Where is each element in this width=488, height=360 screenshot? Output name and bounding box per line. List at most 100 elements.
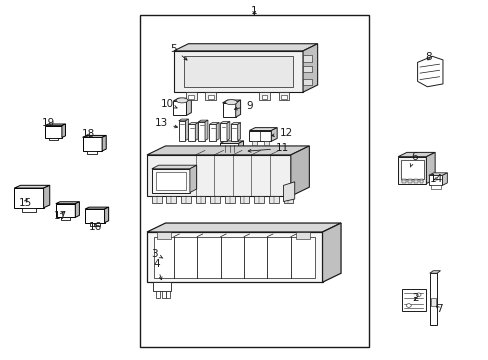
Bar [430,298,435,306]
Polygon shape [156,291,159,298]
Polygon shape [82,137,102,151]
Bar [183,56,293,87]
Bar [281,95,286,99]
Polygon shape [173,44,317,51]
Text: 5: 5 [170,44,186,60]
Bar [210,196,220,203]
Polygon shape [43,185,50,208]
Bar [254,196,264,203]
Polygon shape [222,100,240,103]
Polygon shape [62,124,65,138]
Bar [185,92,196,100]
Polygon shape [152,169,189,193]
Bar [188,95,194,99]
Polygon shape [147,223,340,232]
Bar [407,180,411,183]
Polygon shape [271,128,277,141]
Polygon shape [428,173,447,175]
Polygon shape [397,152,434,157]
Polygon shape [303,44,317,92]
Polygon shape [173,98,191,101]
Polygon shape [290,146,309,196]
Polygon shape [220,141,243,143]
Polygon shape [198,122,204,140]
Polygon shape [429,273,436,325]
Bar [251,141,256,145]
Bar [181,196,190,203]
Text: 6: 6 [409,152,417,167]
Bar [401,180,405,183]
Text: 19: 19 [41,118,55,128]
Polygon shape [186,98,191,116]
Bar [295,232,310,239]
Polygon shape [153,282,171,291]
Polygon shape [249,131,271,141]
Polygon shape [209,123,219,125]
Bar [303,66,311,72]
Text: 8: 8 [425,52,431,62]
Polygon shape [429,271,440,273]
Bar [87,151,97,154]
Polygon shape [56,204,75,217]
Polygon shape [216,123,219,140]
Text: 14: 14 [428,174,442,184]
Text: 16: 16 [89,222,102,231]
Bar [224,196,234,203]
Polygon shape [152,165,196,169]
Text: 1: 1 [250,6,257,16]
Polygon shape [442,173,447,185]
Text: 11: 11 [248,143,288,153]
Bar [61,217,70,220]
Polygon shape [222,103,235,117]
Polygon shape [178,121,185,140]
Polygon shape [417,56,442,87]
Polygon shape [185,119,188,140]
Circle shape [415,293,420,297]
Bar [154,237,315,278]
Polygon shape [230,123,240,125]
Polygon shape [45,124,65,126]
Polygon shape [249,128,277,131]
Polygon shape [426,152,434,184]
Ellipse shape [176,98,187,103]
Polygon shape [283,182,294,202]
Bar [268,196,278,203]
Bar [21,208,36,212]
Bar [407,179,411,182]
Polygon shape [85,209,104,223]
Bar [207,95,213,99]
Polygon shape [204,120,207,140]
Polygon shape [195,123,198,140]
Polygon shape [209,125,216,140]
Polygon shape [178,119,188,121]
Text: 4: 4 [153,259,162,280]
Bar [400,159,423,179]
Bar [195,196,205,203]
Bar [413,180,417,183]
Text: 18: 18 [81,129,95,139]
Polygon shape [147,232,322,282]
Bar [303,78,311,85]
Text: 15: 15 [19,198,32,208]
Polygon shape [397,157,426,184]
Polygon shape [188,123,198,125]
Polygon shape [238,141,243,154]
Polygon shape [14,188,43,208]
Bar [166,196,176,203]
Polygon shape [237,123,240,140]
Bar [259,92,269,100]
Bar [261,95,267,99]
Text: 3: 3 [151,248,163,258]
Polygon shape [188,125,195,140]
Polygon shape [220,123,226,140]
Polygon shape [220,122,229,123]
Text: 7: 7 [435,304,442,314]
Bar [49,138,58,140]
Polygon shape [401,289,425,311]
Bar [303,55,311,62]
Bar [264,141,268,145]
Bar [90,223,100,226]
Polygon shape [198,120,207,122]
Text: 13: 13 [155,118,177,128]
Bar [413,179,417,182]
